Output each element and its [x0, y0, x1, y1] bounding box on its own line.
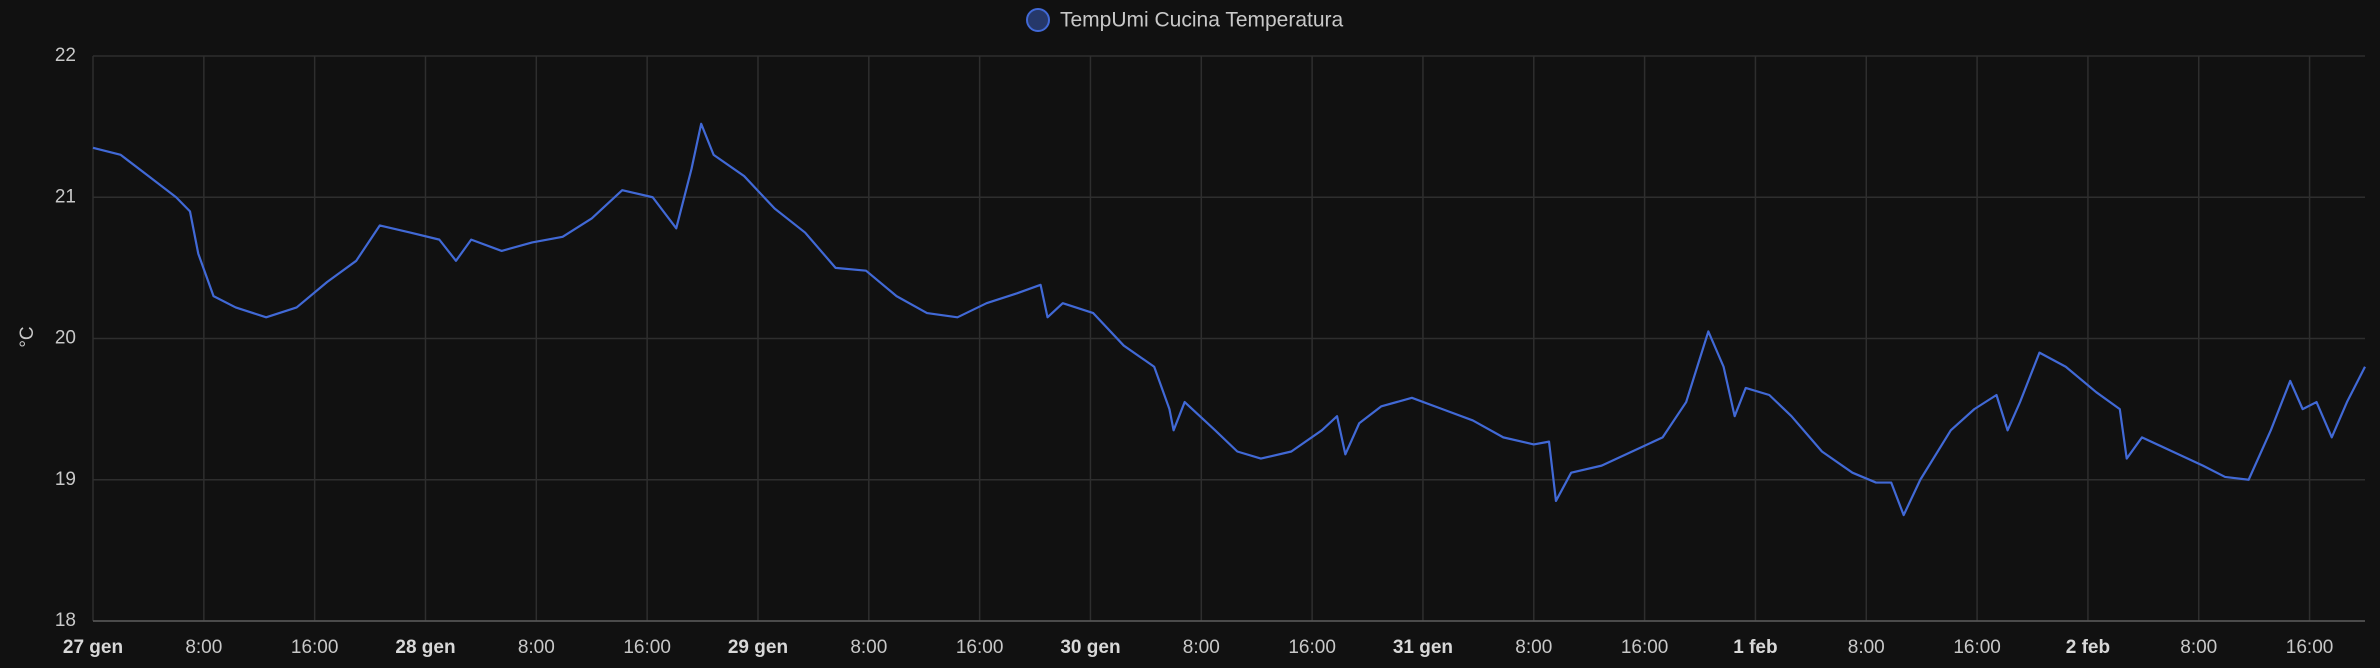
x-tick-label: 16:00	[291, 637, 339, 658]
y-tick-label: 21	[55, 186, 76, 207]
x-tick-label: 8:00	[1848, 637, 1885, 658]
x-tick-label: 16:00	[1621, 637, 1669, 658]
x-tick-label: 1 feb	[1733, 637, 1777, 658]
y-tick-label: 20	[55, 328, 76, 349]
x-tick-label: 16:00	[623, 637, 671, 658]
x-tick-label: 16:00	[2286, 637, 2334, 658]
x-tick-label: 8:00	[1515, 637, 1552, 658]
legend-label[interactable]: TempUmi Cucina Temperatura	[1060, 9, 1344, 32]
x-tick-label: 8:00	[518, 637, 555, 658]
x-tick-label: 8:00	[850, 637, 887, 658]
x-tick-label: 16:00	[1953, 637, 2001, 658]
x-tick-label: 8:00	[2180, 637, 2217, 658]
y-axis-title: °C	[17, 326, 38, 347]
x-tick-label: 16:00	[1288, 637, 1336, 658]
data-line	[92, 122, 2366, 517]
y-tick-label: 18	[55, 610, 76, 631]
x-tick-label: 8:00	[185, 637, 222, 658]
x-tick-label: 29 gen	[728, 637, 788, 658]
x-tick-label: 31 gen	[1393, 637, 1453, 658]
x-tick-label: 30 gen	[1060, 637, 1120, 658]
x-tick-label: 16:00	[956, 637, 1004, 658]
x-tick-label: 28 gen	[395, 637, 455, 658]
x-tick-label: 27 gen	[63, 637, 123, 658]
x-tick-label: 2 feb	[2066, 637, 2110, 658]
y-tick-label: 19	[55, 469, 76, 490]
y-tick-label: 22	[55, 45, 76, 66]
legend-swatch[interactable]	[1026, 8, 1050, 32]
x-tick-label: 8:00	[1183, 637, 1220, 658]
